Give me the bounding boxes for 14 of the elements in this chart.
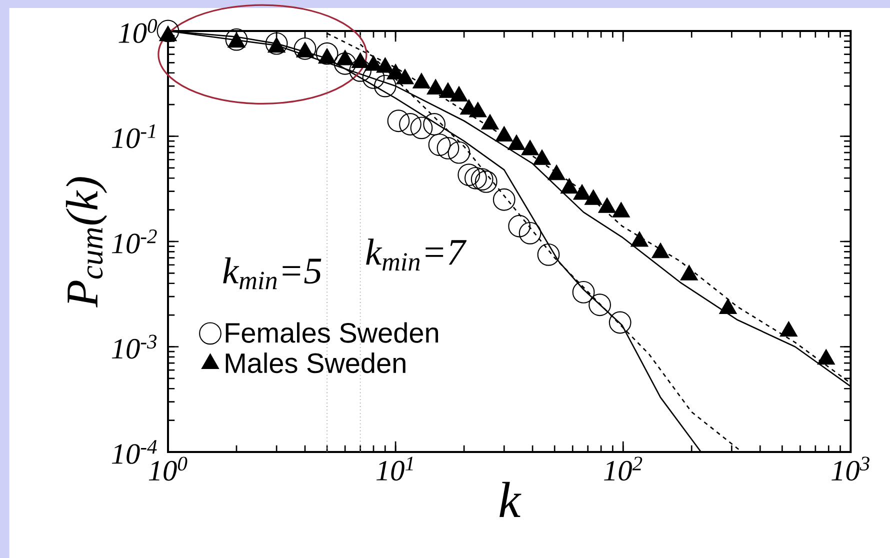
y-tick-label: 10$^{0}$ [118,19,158,43]
y-tick-label: 10$^{-2}$ [112,230,157,254]
y-tick-label: 10$^{-1}$ [112,124,156,148]
ref-line-label: k$_{min}$=7 [366,238,467,270]
legend-label: Females Sweden [226,322,438,343]
x-tick-label: 10$^{3}$ [832,456,870,481]
x-tick-label: 10$^{2}$ [604,456,642,481]
x-tick-label: 10$^{0}$ [148,456,188,481]
ref-line-label: k$_{min}$=5 [223,257,322,290]
y-axis-title: P$_{cum}$(k) [66,177,108,308]
x-axis-title: k [500,482,522,518]
legend-label: Males Sweden [226,352,406,374]
y-tick-label: 10$^{-3}$ [112,334,157,359]
x-tick-label: 10$^{1}$ [376,456,413,481]
